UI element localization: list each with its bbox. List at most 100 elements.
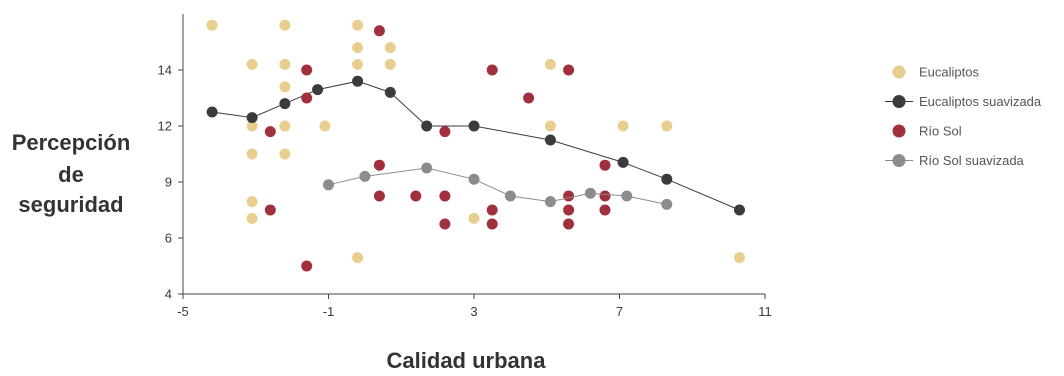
data-point (312, 84, 324, 96)
x-axis-title: Calidad urbana (387, 348, 547, 373)
data-point (352, 252, 364, 264)
data-point (563, 218, 575, 230)
legend-item: Río Sol suavizada (885, 153, 1025, 168)
y-tick-label: 14 (158, 63, 172, 78)
y-tick-label: 12 (158, 119, 172, 134)
y-axis-title-line-1: Percepción (12, 130, 131, 155)
data-point (734, 204, 745, 216)
legend-label: Eucaliptos (919, 65, 979, 80)
x-tick-label: 11 (758, 304, 772, 319)
ticks: -5 -1 3 7 11 4 6 9 12 14 (158, 63, 772, 320)
data-point (661, 173, 673, 185)
legend-item: Eucaliptos (892, 65, 979, 80)
data-point (246, 196, 258, 208)
data-point (319, 120, 331, 132)
data-point (621, 190, 633, 202)
series-layer (206, 19, 745, 272)
data-point (421, 120, 433, 132)
series-rio-sol-suavizada (323, 162, 673, 210)
data-point (373, 159, 385, 171)
data-point (734, 252, 745, 264)
x-tick-label: -5 (177, 304, 189, 319)
x-tick-label: 3 (470, 304, 477, 319)
legend-item: Río Sol (892, 124, 962, 139)
data-point (421, 162, 433, 174)
data-point (352, 75, 364, 87)
legend-label: Río Sol suavizada (919, 153, 1025, 168)
legend-marker (892, 154, 906, 167)
legend-item: Eucaliptos suavizada (885, 94, 1042, 109)
series-eucaliptos-suavizada (206, 75, 745, 216)
data-point (301, 92, 313, 104)
data-point (468, 173, 480, 185)
data-point (617, 156, 629, 168)
data-point (279, 148, 291, 160)
data-point (246, 148, 258, 160)
x-tick-label: 7 (616, 304, 623, 319)
data-point (468, 212, 480, 224)
data-point (279, 58, 291, 70)
data-point (384, 42, 396, 54)
legend-marker (892, 95, 906, 108)
data-point (352, 42, 364, 54)
data-point (384, 86, 396, 98)
data-point (486, 218, 498, 230)
data-point (352, 58, 364, 70)
data-point (264, 204, 276, 216)
data-point (468, 120, 480, 132)
data-point (599, 204, 611, 216)
legend-label: Eucaliptos suavizada (919, 94, 1042, 109)
data-point (563, 204, 575, 216)
data-point (373, 190, 385, 202)
data-point (264, 126, 276, 138)
data-point (544, 58, 556, 70)
axes (182, 14, 765, 295)
data-point (544, 134, 556, 146)
data-point (439, 190, 451, 202)
data-point (279, 120, 291, 132)
data-point (563, 190, 575, 202)
data-point (504, 190, 516, 202)
legend: Eucaliptos Eucaliptos suavizada Río Sol Río… (885, 65, 1042, 168)
x-tick-label: -1 (323, 304, 335, 319)
y-tick-label: 4 (165, 287, 172, 302)
data-point (584, 187, 596, 199)
data-point (544, 120, 556, 132)
y-axis-title-line-2: de (58, 162, 84, 187)
data-point (359, 170, 371, 182)
data-point (352, 19, 364, 31)
data-point (410, 190, 422, 202)
data-point (439, 218, 451, 230)
data-point (544, 196, 556, 208)
y-tick-label: 9 (165, 175, 172, 190)
data-point (246, 58, 258, 70)
data-point (279, 98, 291, 110)
data-point (323, 179, 334, 191)
data-point (301, 260, 313, 272)
data-point (661, 198, 673, 210)
legend-marker (892, 124, 906, 138)
data-point (486, 204, 498, 216)
data-point (439, 126, 451, 138)
data-point (373, 25, 385, 37)
data-point (523, 92, 535, 104)
data-point (206, 106, 218, 118)
data-point (486, 64, 498, 76)
data-point (301, 64, 313, 76)
series-eucaliptos (206, 19, 745, 264)
series-line (212, 80, 740, 211)
data-point (563, 64, 575, 76)
data-point (246, 120, 258, 132)
legend-label: Río Sol (919, 124, 962, 139)
y-tick-label: 6 (165, 231, 172, 246)
series-rio-sol (264, 25, 611, 272)
data-point (246, 112, 258, 124)
data-point (384, 58, 396, 70)
data-point (279, 81, 291, 93)
data-point (279, 19, 291, 31)
data-point (206, 19, 218, 31)
legend-marker (892, 65, 906, 79)
data-point (617, 120, 629, 132)
data-point (599, 190, 611, 202)
